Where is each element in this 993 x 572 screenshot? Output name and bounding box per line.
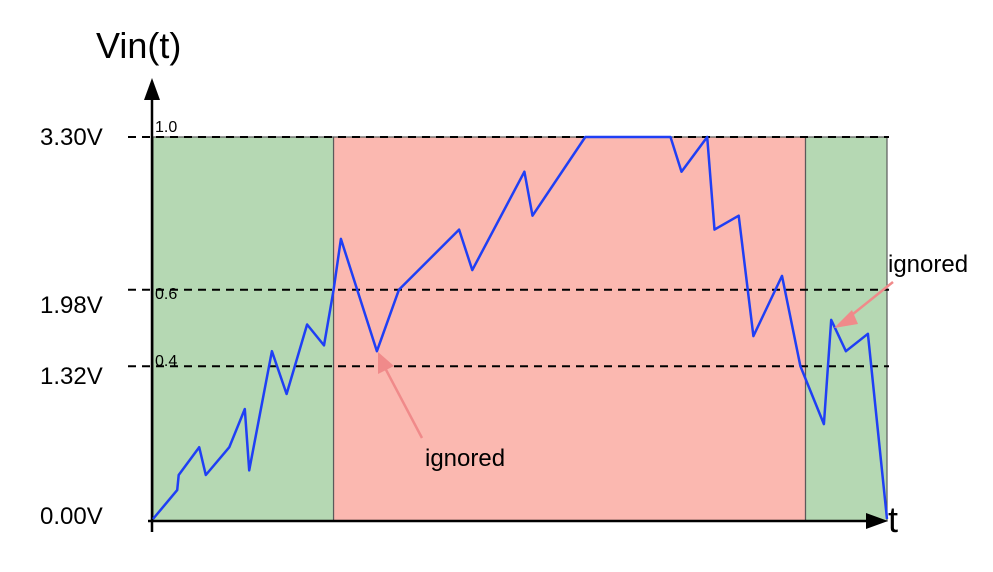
regions-group <box>152 136 888 522</box>
x-axis-label: t <box>888 499 898 540</box>
fraction-label-0-4: 0.4 <box>155 353 177 370</box>
ignored-arrowhead-lower <box>378 352 394 374</box>
ignored-arrow-lower <box>382 365 424 439</box>
ignored-arrow-upper <box>847 281 894 319</box>
voltage-label-0-00: 0.00V <box>40 503 103 530</box>
low-region-2 <box>804 136 888 522</box>
voltage-label-1-32: 1.32V <box>40 363 103 390</box>
high-region <box>332 136 807 522</box>
threshold-lines-group <box>128 136 889 368</box>
x-axis-arrowhead <box>866 513 888 529</box>
ignored-label-lower: ignored <box>425 445 505 472</box>
fraction-label-0-6: 0.6 <box>155 286 177 303</box>
ignored-label-upper: ignored <box>888 251 968 278</box>
ignored-arrowhead-upper <box>834 310 858 328</box>
low-region-1 <box>152 136 335 522</box>
voltage-label-1-98: 1.98V <box>40 292 103 319</box>
y-axis-label: Vin(t) <box>96 25 181 66</box>
vin-signal-line <box>152 135 889 520</box>
fraction-label-1-0: 1.0 <box>155 119 177 136</box>
y-axis-arrowhead <box>144 78 160 100</box>
voltage-label-3-30: 3.30V <box>40 124 103 151</box>
